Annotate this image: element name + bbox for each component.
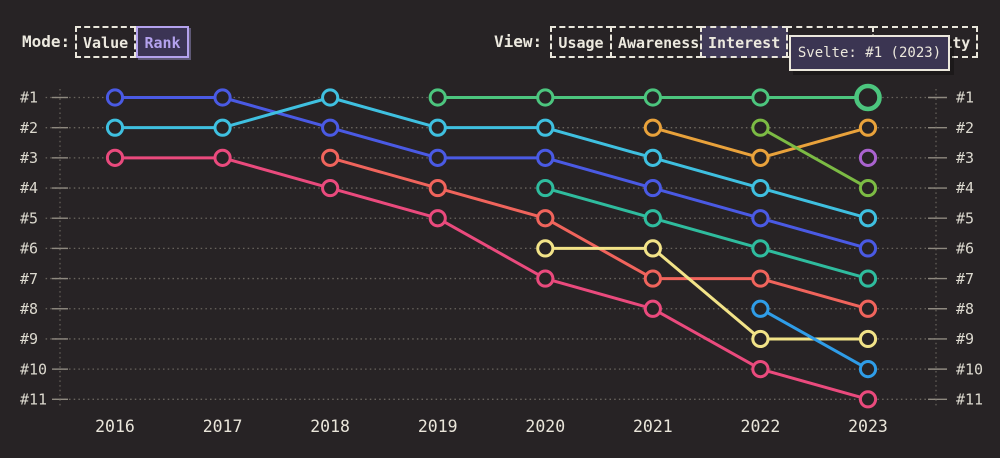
data-point[interactable] — [751, 118, 770, 137]
view-button-interest[interactable]: Interest — [700, 26, 788, 58]
view-button-awareness[interactable]: Awareness — [610, 26, 702, 58]
data-point[interactable] — [858, 178, 878, 198]
rank-label-left: #9 — [20, 330, 38, 348]
data-point[interactable] — [751, 329, 770, 349]
data-point[interactable] — [536, 209, 555, 228]
data-point[interactable] — [536, 148, 555, 167]
rank-label-right: #1 — [956, 89, 974, 107]
data-point[interactable] — [643, 118, 662, 137]
data-point[interactable] — [321, 118, 340, 137]
data-point[interactable] — [105, 148, 125, 167]
mode-label: Mode: — [22, 32, 71, 51]
year-label: 2023 — [848, 417, 888, 436]
data-point[interactable] — [536, 118, 555, 137]
year-label: 2017 — [203, 417, 243, 436]
data-point[interactable] — [105, 118, 125, 137]
rank-label-left: #5 — [20, 209, 38, 227]
year-label: 2021 — [633, 417, 673, 436]
data-point[interactable] — [751, 209, 770, 228]
data-point[interactable] — [643, 239, 662, 258]
sky-line — [758, 307, 870, 371]
data-point[interactable] — [643, 148, 662, 167]
hover-tooltip: Svelte: #1 (2023) — [789, 35, 950, 71]
data-point[interactable] — [428, 88, 447, 107]
year-label: 2018 — [310, 417, 350, 436]
rank-label-left: #10 — [20, 360, 47, 378]
data-point[interactable] — [751, 148, 770, 167]
data-point[interactable] — [536, 239, 555, 258]
data-point[interactable] — [428, 118, 447, 137]
mode-button-rank[interactable]: Rank — [136, 26, 189, 58]
rank-label-right: #10 — [956, 360, 983, 378]
rank-label-left: #6 — [20, 240, 38, 258]
rank-label-right: #2 — [956, 119, 974, 137]
rank-label-right: #9 — [956, 330, 974, 348]
year-label: 2019 — [418, 417, 458, 436]
indigo-line — [113, 96, 870, 250]
rank-label-left: #8 — [20, 300, 38, 318]
data-point[interactable] — [858, 390, 878, 409]
data-point[interactable] — [321, 88, 340, 107]
cyan-line — [113, 96, 870, 220]
highlighted-data-point[interactable] — [854, 83, 882, 112]
data-point[interactable] — [213, 118, 232, 137]
mode-button-value[interactable]: Value — [75, 26, 136, 58]
salmon-line — [328, 156, 870, 311]
data-point[interactable] — [751, 299, 770, 318]
data-point[interactable] — [213, 88, 232, 107]
rank-label-left: #3 — [20, 149, 38, 167]
rank-label-left: #11 — [20, 391, 47, 409]
rank-label-left: #4 — [20, 179, 38, 197]
rank-label-right: #11 — [956, 391, 983, 409]
data-point[interactable] — [858, 239, 878, 258]
data-point[interactable] — [858, 329, 878, 349]
data-point[interactable] — [536, 178, 555, 198]
rank-label-right: #4 — [956, 179, 974, 197]
data-point[interactable] — [428, 178, 447, 198]
data-point[interactable] — [858, 148, 878, 167]
rank-label-right: #3 — [956, 149, 974, 167]
data-point[interactable] — [321, 178, 340, 198]
data-point[interactable] — [751, 360, 770, 379]
lime-line — [758, 126, 870, 190]
year-label: 2022 — [741, 417, 781, 436]
rank-label-left: #7 — [20, 270, 38, 288]
data-point[interactable] — [751, 269, 770, 288]
data-point[interactable] — [858, 118, 878, 137]
rank-label-left: #1 — [20, 89, 38, 107]
rank-label-right: #6 — [956, 240, 974, 258]
rank-label-left: #2 — [20, 119, 38, 137]
rank-label-right: #7 — [956, 270, 974, 288]
data-point[interactable] — [751, 178, 770, 198]
year-label: 2016 — [95, 417, 135, 436]
data-point[interactable] — [858, 299, 878, 318]
data-point[interactable] — [321, 148, 340, 167]
data-point[interactable] — [643, 269, 662, 288]
teal-line — [543, 186, 870, 281]
data-point[interactable] — [428, 148, 447, 167]
data-point[interactable] — [858, 209, 878, 228]
data-point[interactable] — [858, 360, 878, 379]
pink-line — [113, 156, 870, 401]
data-point[interactable] — [536, 269, 555, 288]
data-point[interactable] — [858, 269, 878, 288]
year-label: 2020 — [525, 417, 565, 436]
data-point[interactable] — [213, 148, 232, 167]
view-label: View: — [494, 32, 543, 51]
data-point[interactable] — [751, 239, 770, 258]
data-point[interactable] — [643, 178, 662, 198]
data-point[interactable] — [428, 209, 447, 228]
data-point[interactable] — [105, 88, 125, 107]
data-point[interactable] — [643, 88, 662, 107]
data-point[interactable] — [751, 88, 770, 107]
data-point[interactable] — [643, 209, 662, 228]
view-button-usage[interactable]: Usage — [550, 26, 612, 58]
data-point[interactable] — [536, 88, 555, 107]
rank-label-right: #5 — [956, 209, 974, 227]
data-point[interactable] — [643, 299, 662, 318]
rank-label-right: #8 — [956, 300, 974, 318]
